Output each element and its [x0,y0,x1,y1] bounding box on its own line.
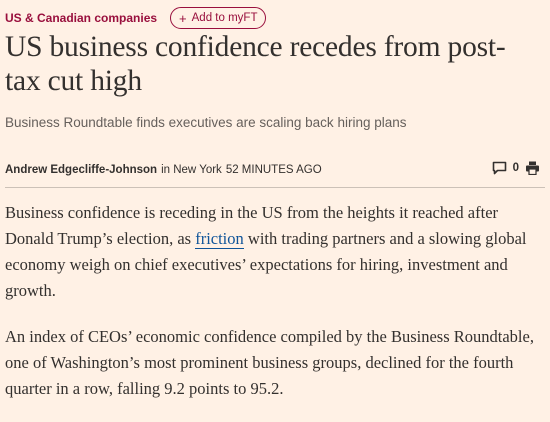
headline: US business confidence recedes from post… [5,31,506,97]
friction-link[interactable]: friction [195,229,244,249]
paragraph-1: Business confidence is receding in the U… [5,200,545,304]
paragraph-1-text-end: with trading partners and a slowing glob… [5,229,527,300]
publish-time: 52 MINUTES AGO [225,164,322,176]
comment-count[interactable]: 0 [512,162,519,174]
paragraph-1-text-start: Business confidence is receding in the U… [5,203,499,248]
byline: Andrew Edgecliffe-Johnson in New York 52… [5,160,545,180]
print-icon[interactable] [525,161,540,175]
article-body: Business confidence is receding in the U… [5,200,545,422]
byline-location: in New York [161,164,222,176]
article-header-bar: US & Canadian companies + Add to myFT [5,6,545,30]
author-link[interactable]: Andrew Edgecliffe-Johnson [5,164,158,176]
paragraph-2: An index of CEOs’ economic confidence co… [5,327,534,398]
article-tools: 0 [492,161,540,175]
divider [5,187,545,188]
standfirst: Business Roundtable finds executives are… [5,115,407,130]
add-to-myft-button[interactable]: + Add to myFT [170,7,267,29]
comment-icon[interactable] [492,161,507,175]
plus-icon: + [179,10,187,26]
topic-link[interactable]: US & Canadian companies [5,11,158,25]
add-to-myft-label: Add to myFT [191,12,258,24]
